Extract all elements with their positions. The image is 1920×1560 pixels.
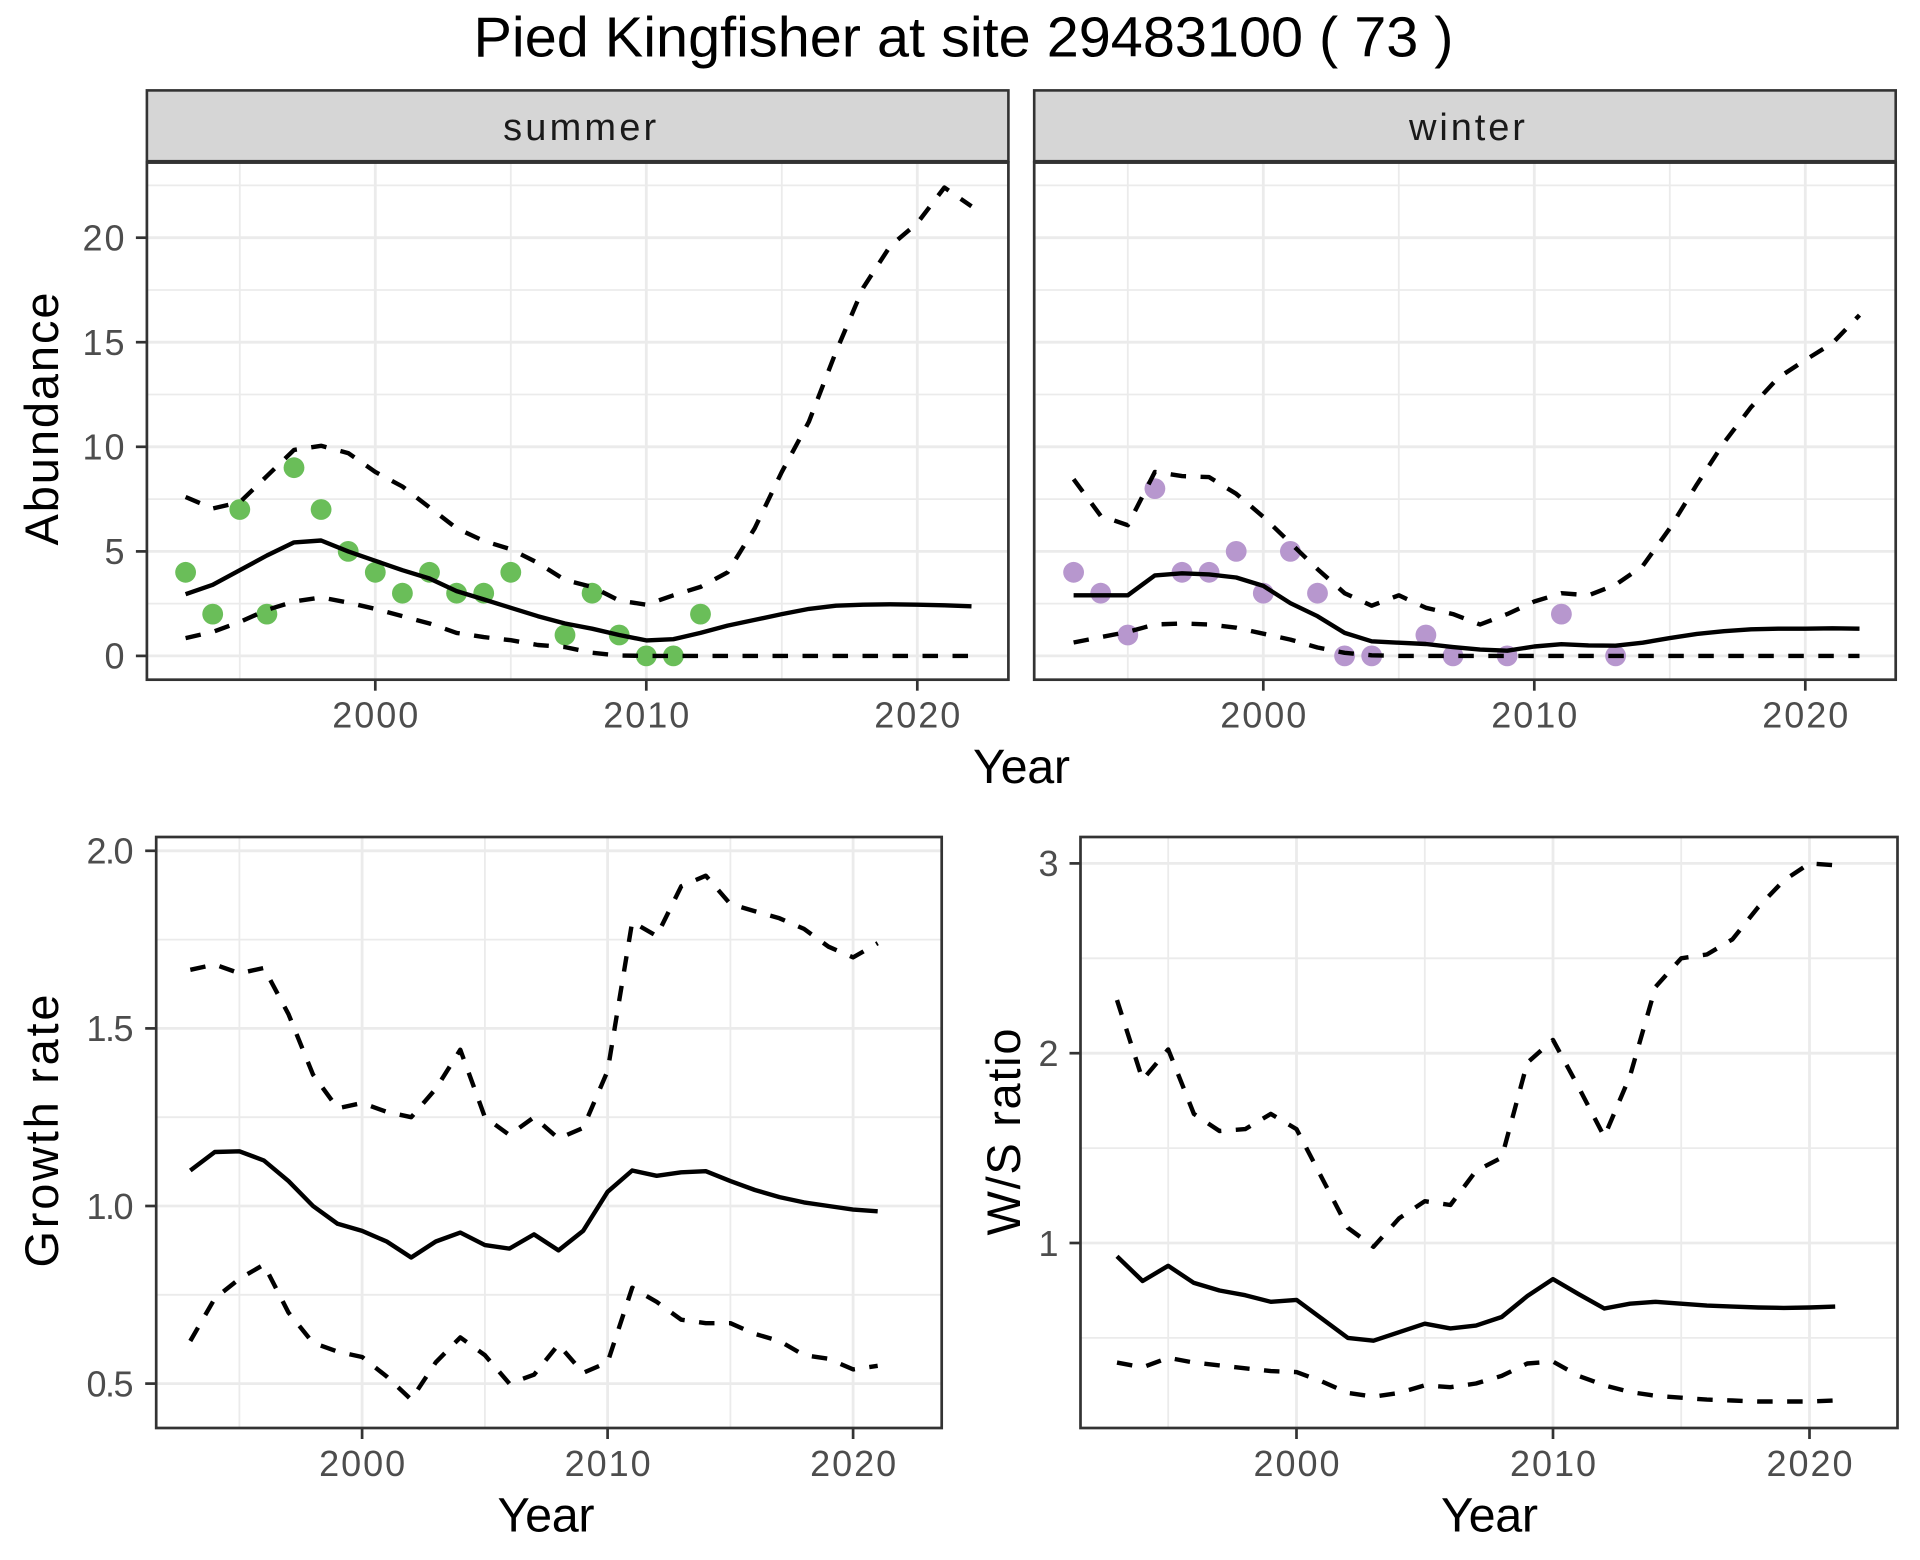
svg-text:2010: 2010 (603, 694, 689, 735)
svg-text:2020: 2020 (810, 1443, 896, 1484)
svg-text:2020: 2020 (1762, 694, 1848, 735)
svg-text:1: 1 (1038, 1223, 1058, 1264)
svg-text:10: 10 (83, 427, 125, 468)
svg-text:0.5: 0.5 (87, 1363, 134, 1404)
svg-text:2000: 2000 (1254, 1443, 1340, 1484)
svg-text:winter: winter (1408, 107, 1525, 149)
svg-text:1.5: 1.5 (87, 1008, 134, 1049)
svg-text:W/S ratio: W/S ratio (977, 1029, 1030, 1236)
svg-text:2.0: 2.0 (87, 831, 134, 872)
svg-text:summer: summer (503, 107, 656, 149)
svg-text:2000: 2000 (1220, 694, 1306, 735)
svg-text:5: 5 (104, 531, 124, 572)
svg-text:Year: Year (1441, 1488, 1538, 1542)
svg-text:0: 0 (104, 636, 124, 677)
svg-text:20: 20 (83, 218, 125, 259)
svg-text:2020: 2020 (1767, 1443, 1853, 1484)
svg-text:15: 15 (83, 322, 125, 363)
svg-text:2000: 2000 (319, 1443, 405, 1484)
svg-text:2010: 2010 (1491, 694, 1577, 735)
svg-text:2020: 2020 (874, 694, 960, 735)
svg-text:1.0: 1.0 (87, 1186, 134, 1227)
svg-text:2010: 2010 (1510, 1443, 1596, 1484)
svg-text:Abundance: Abundance (15, 293, 68, 546)
svg-text:Pied Kingfisher at site 294831: Pied Kingfisher at site 29483100 ( 73 ) (474, 6, 1454, 70)
svg-text:2010: 2010 (565, 1443, 651, 1484)
svg-text:2: 2 (1038, 1033, 1058, 1074)
svg-text:2000: 2000 (332, 694, 418, 735)
svg-text:Year: Year (973, 740, 1070, 794)
svg-text:3: 3 (1038, 843, 1058, 884)
svg-text:Year: Year (498, 1488, 595, 1542)
